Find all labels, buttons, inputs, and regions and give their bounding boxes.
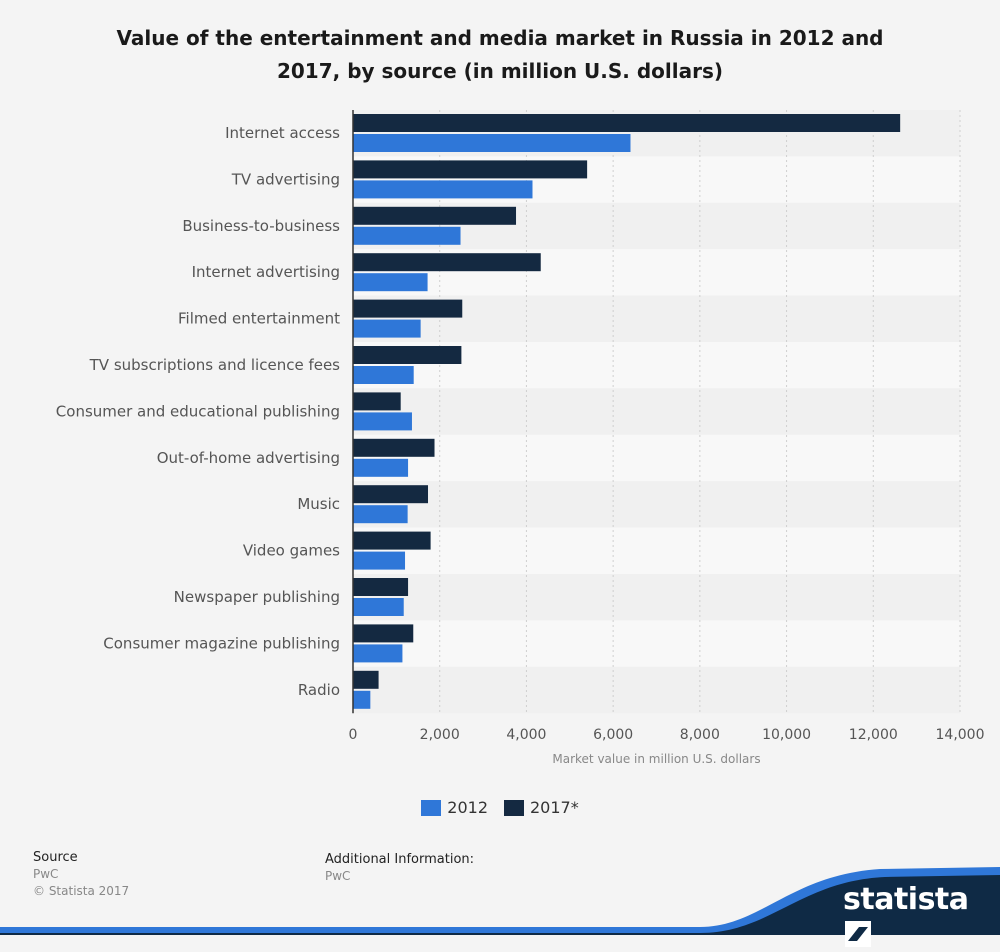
category-label: Out-of-home advertising bbox=[157, 449, 340, 467]
bar-2017[interactable] bbox=[353, 485, 429, 504]
source-link[interactable]: PwC bbox=[33, 867, 59, 881]
bar-2017[interactable] bbox=[353, 438, 435, 457]
category-label: Consumer magazine publishing bbox=[103, 634, 340, 652]
bar-2012[interactable] bbox=[353, 458, 409, 477]
source-block: Source PwC © Statista 2017 bbox=[33, 849, 129, 900]
bar-2017[interactable] bbox=[353, 670, 379, 689]
legend-swatch-2017 bbox=[504, 799, 524, 816]
additional-info-heading: Additional Information: bbox=[325, 852, 475, 867]
legend-item-2012[interactable]: 2012 bbox=[421, 798, 488, 817]
bar-2012[interactable] bbox=[353, 273, 428, 292]
bar-2017[interactable] bbox=[353, 299, 463, 318]
x-tick-label: 6,000 bbox=[593, 727, 633, 743]
statista-logo[interactable]: statista bbox=[843, 882, 1000, 952]
bar-2012[interactable] bbox=[353, 551, 406, 570]
legend-item-2017[interactable]: 2017* bbox=[504, 798, 579, 817]
row-band bbox=[353, 666, 960, 714]
category-label: Internet access bbox=[225, 124, 340, 142]
x-tick-label: 12,000 bbox=[849, 727, 898, 743]
category-label: Consumer and educational publishing bbox=[56, 402, 340, 420]
row-band bbox=[353, 481, 960, 528]
additional-info-text: PwC bbox=[325, 869, 351, 883]
bar-2017[interactable] bbox=[353, 114, 901, 132]
bar-2017[interactable] bbox=[353, 531, 431, 550]
bar-2012[interactable] bbox=[353, 412, 412, 431]
x-tick-label: 2,000 bbox=[420, 727, 460, 743]
row-band bbox=[353, 434, 960, 482]
copyright: © Statista 2017 bbox=[33, 884, 130, 898]
bar-2017[interactable] bbox=[353, 578, 409, 596]
bar-2012[interactable] bbox=[353, 644, 403, 663]
x-tick-label: 10,000 bbox=[762, 727, 811, 743]
chart-title: Value of the entertainment and media mar… bbox=[60, 22, 940, 88]
category-label: TV advertising bbox=[231, 170, 340, 188]
category-label: Business-to-business bbox=[182, 217, 340, 235]
chart-title-line-2: 2017, by source (in million U.S. dollars… bbox=[276, 59, 724, 83]
x-tick-label: 4,000 bbox=[506, 727, 546, 743]
category-label: Newspaper publishing bbox=[174, 588, 340, 606]
additional-info-block: Additional Information: PwC bbox=[325, 851, 474, 885]
legend-label-2017: 2017* bbox=[530, 798, 579, 817]
legend-swatch-2012 bbox=[421, 799, 442, 816]
category-label: Filmed entertainment bbox=[178, 310, 340, 328]
statista-brand-banner bbox=[0, 867, 1000, 935]
chart-title-line-1: Value of the entertainment and media mar… bbox=[116, 26, 884, 50]
bar-2017[interactable] bbox=[353, 253, 541, 272]
category-label: Internet advertising bbox=[192, 263, 340, 281]
source-heading: Source bbox=[33, 850, 78, 865]
x-axis-label: Market value in million U.S. dollars bbox=[552, 752, 760, 766]
bar-2017[interactable] bbox=[353, 346, 462, 364]
bar-2012[interactable] bbox=[353, 226, 461, 245]
category-label: Video games bbox=[243, 542, 340, 560]
bar-2012[interactable] bbox=[353, 505, 408, 524]
bar-2012[interactable] bbox=[353, 180, 533, 199]
bar-2017[interactable] bbox=[353, 624, 414, 643]
row-band bbox=[353, 388, 960, 435]
row-band bbox=[353, 574, 960, 621]
bars bbox=[353, 114, 901, 709]
legend-label-2012: 2012 bbox=[447, 798, 488, 817]
bar-2012[interactable] bbox=[353, 598, 404, 616]
bar-2017[interactable] bbox=[353, 206, 517, 225]
x-axis-ticks: 0 2,000 4,000 6,000 8,000 10,000 12,000 14,000 bbox=[349, 727, 985, 743]
bar-2017[interactable] bbox=[353, 392, 401, 411]
category-label: Radio bbox=[298, 681, 340, 699]
bar-2012[interactable] bbox=[353, 366, 414, 384]
category-label: TV subscriptions and licence fees bbox=[89, 356, 341, 374]
statista-wordmark: statista bbox=[843, 882, 969, 917]
statista-logo-icon bbox=[845, 921, 871, 947]
category-label: Music bbox=[297, 495, 340, 513]
bar-2017[interactable] bbox=[353, 160, 588, 179]
row-bands bbox=[353, 110, 960, 714]
x-tick-label: 0 bbox=[349, 727, 358, 743]
x-tick-label: 14,000 bbox=[936, 727, 985, 743]
legend: 2012 2017* bbox=[0, 798, 1000, 817]
bar-2012[interactable] bbox=[353, 134, 631, 152]
bar-2012[interactable] bbox=[353, 690, 371, 709]
row-band bbox=[353, 620, 960, 667]
category-labels: Internet access TV advertising Business-to… bbox=[56, 124, 340, 699]
x-tick-label: 8,000 bbox=[680, 727, 720, 743]
bar-2012[interactable] bbox=[353, 319, 421, 338]
row-band bbox=[353, 527, 960, 574]
